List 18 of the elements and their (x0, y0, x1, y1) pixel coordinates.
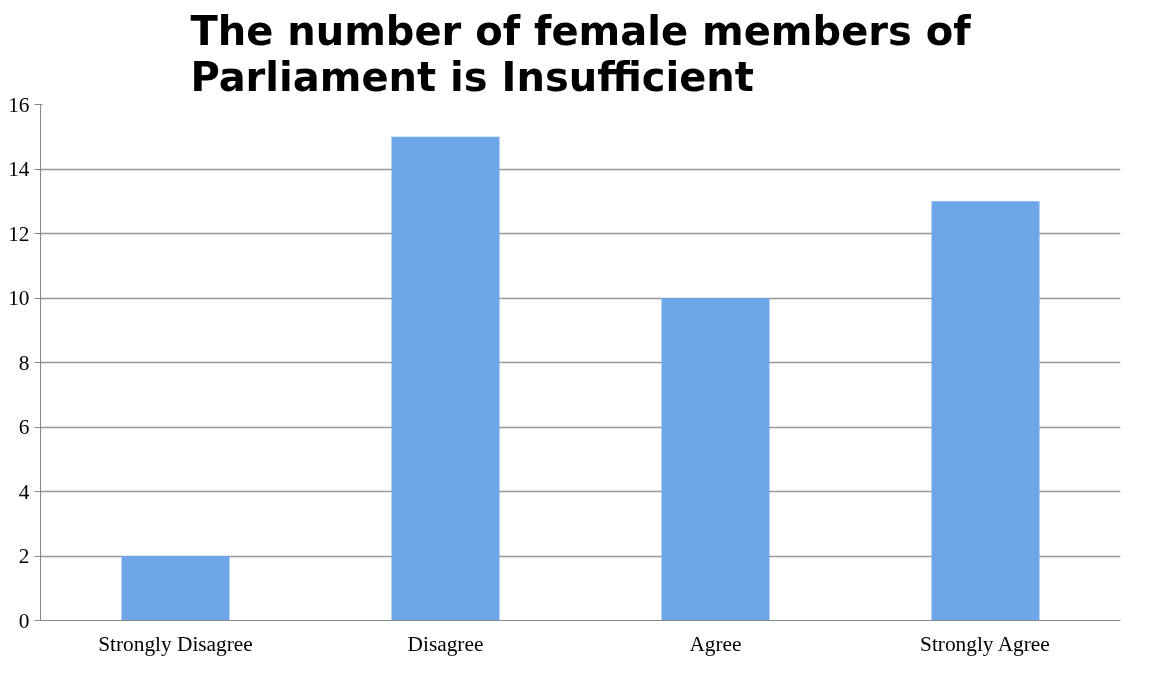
x-tick-label: Strongly Agree (920, 631, 1050, 656)
bar (661, 298, 770, 621)
y-tick-label: 8 (18, 350, 30, 375)
y-tick-label: 12 (8, 221, 30, 246)
bar (121, 556, 230, 621)
y-tick-label: 4 (18, 479, 30, 504)
x-tick-label: Agree (689, 631, 742, 656)
y-tick-label: 10 (8, 286, 30, 310)
y-tick-label: 16 (8, 92, 30, 117)
x-tick-label: Strongly Disagree (98, 631, 253, 656)
y-tick-label: 6 (18, 415, 30, 439)
y-tick-label: 14 (8, 157, 30, 181)
y-tick-label: 2 (18, 544, 30, 568)
chart-title: The number of female members of Parliament is Insufficient (190, 7, 972, 100)
bar (931, 201, 1040, 621)
bar (391, 136, 500, 621)
y-tick-label: 0 (18, 608, 30, 633)
x-tick-label: Disagree (407, 631, 484, 656)
